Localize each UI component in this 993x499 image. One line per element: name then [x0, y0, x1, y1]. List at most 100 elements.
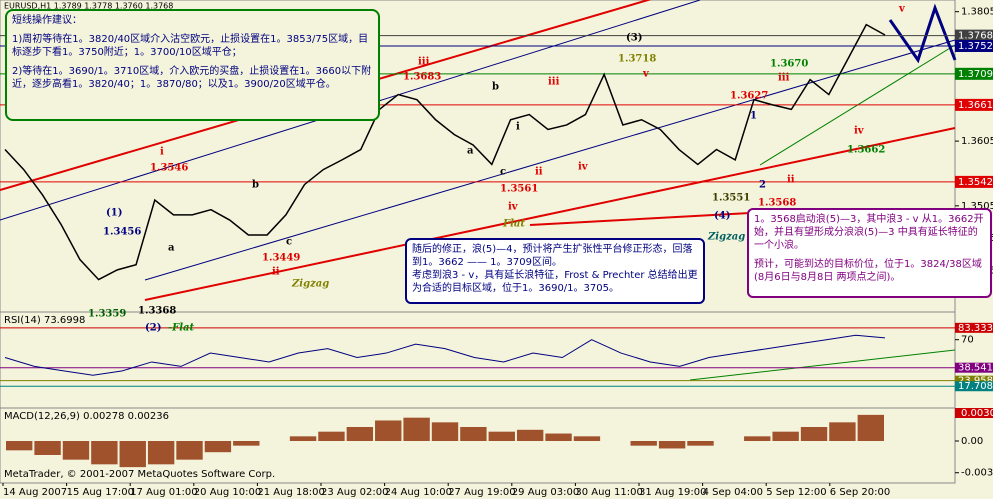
wave-label: 1 — [750, 111, 757, 122]
macd-bar — [772, 431, 799, 441]
target-box: 1。3568启动浪(5)—3，其中浪3 - v 从1。3662开始，并且有望形成… — [747, 208, 992, 298]
level-label: 1.3752 — [958, 41, 993, 52]
box-text: 2)等待在1。3690/1。3710区域，介入欧元的买盘，止损设置在1。3660… — [12, 66, 372, 90]
wave-label: 1.3718 — [618, 54, 656, 65]
macd-bar — [346, 427, 374, 441]
level-label: 23.9583 — [958, 376, 993, 387]
box-title: 短线操作建议： — [12, 15, 82, 26]
arrow — [529, 212, 751, 226]
macd-bar — [62, 441, 90, 460]
wave-label: iii — [548, 77, 560, 88]
projection-arrow — [888, 3, 957, 64]
wave-label: 1.3561 — [500, 184, 538, 195]
macd-bar — [91, 441, 118, 465]
level-box — [955, 381, 993, 392]
macd-bar — [204, 441, 232, 453]
x-tick-label: 31 Aug 19:00 — [639, 487, 706, 498]
wave-label: c — [500, 167, 506, 178]
box-text: 1。3568启动浪(5)—3，其中浪3 - v 从1。3662开始，并且有望形成… — [754, 214, 984, 251]
wave-label: iii — [418, 57, 430, 68]
wave-label: 1.3359 — [88, 309, 126, 320]
y-tick-label: -0.0034 — [961, 468, 993, 479]
x-tick-label: 5 Sep 12:00 — [766, 487, 826, 498]
wave-label: 1.3670 — [770, 59, 808, 70]
x-tick-label: 23 Aug 02:00 — [321, 487, 388, 498]
level-box — [955, 375, 993, 386]
box-text: 预计，可能到达的目标价位，位于1。3824/38区域(8月6日与8月8日 两项点… — [754, 259, 982, 283]
level-box — [955, 67, 993, 80]
level-box — [955, 362, 993, 373]
level-box — [955, 408, 993, 418]
wave-label: ii — [787, 175, 795, 186]
x-tick-label: 24 Aug 10:00 — [385, 487, 452, 498]
wave-label: (2) — [145, 323, 161, 334]
wave-label: a — [168, 243, 175, 254]
level-label: 1.3709 — [958, 69, 993, 80]
level-box — [955, 40, 993, 52]
y-tick-label: 70 — [961, 335, 974, 346]
wave-label: v — [642, 69, 650, 80]
y-tick-label: 1.3805 — [961, 7, 993, 18]
y-tick-label: 1.3505 — [961, 201, 993, 212]
level-label: 0.0030 — [961, 408, 993, 419]
price-line — [4, 23, 886, 281]
macd-bar — [34, 441, 61, 455]
wave-label: iv — [578, 162, 589, 173]
box-text: 1)周初等待在1。3820/40区域介入沽空欧元，止损设置在1。3853/75区… — [12, 34, 369, 58]
wave-label: ii — [535, 167, 543, 178]
macd-bar — [488, 431, 515, 441]
box-text: 随后的修正，浪(5)—4，预计将产生扩张性平台修正形态，回落到1。3662 ——… — [412, 244, 693, 268]
macd-header: MACD(12,26,9) 0.00278 0.00236 — [4, 411, 169, 422]
wave-label: -Flat — [168, 323, 195, 334]
watermark: MetaTrader, © 2001-2007 MetaQuotes Softw… — [4, 469, 275, 480]
wave-label: 2 — [759, 180, 766, 191]
trend-line — [144, 39, 956, 281]
wave-label: iii — [778, 73, 790, 84]
macd-bar — [829, 422, 856, 441]
macd-bar — [857, 414, 884, 441]
wave-label: 1.3551 — [712, 193, 750, 204]
trend-line — [144, 127, 956, 301]
rsi-header: RSI(14) 73.6998 — [4, 315, 85, 326]
wave-label: Flat — [502, 219, 525, 230]
y-tick-label: 0.00 — [961, 436, 983, 447]
wave-label: Zigzag — [707, 232, 745, 243]
x-tick-label: 27 Aug 19:00 — [448, 487, 515, 498]
wave-label: iv — [854, 126, 865, 137]
symbol-header: EURUSD,H1 1.3789 1.3778 1.3760 1.3768 — [4, 2, 173, 11]
wave-label: b — [252, 180, 259, 191]
wave-label: a — [467, 146, 474, 157]
x-tick-label: 29 Aug 03:00 — [512, 487, 579, 498]
wave-label: 1.3627 — [730, 91, 768, 102]
macd-bar — [687, 441, 714, 446]
macd-bar — [658, 441, 686, 449]
wave-label: i — [516, 122, 520, 133]
wave-label: 1.3662 — [847, 145, 885, 156]
wave-label: 1.3683 — [403, 72, 441, 83]
level-label: 38.5417 — [958, 363, 993, 374]
wave-label: (1) — [106, 208, 122, 219]
advice-box: 短线操作建议： 1)周初等待在1。3820/40区域介入沽空欧元，止损设置在1。… — [5, 9, 380, 121]
macd-bar — [119, 441, 146, 468]
wave-label: i — [160, 147, 164, 158]
macd-bar — [431, 422, 459, 441]
x-tick-label: 4 Sep 04:00 — [703, 487, 763, 498]
wave-label: ii — [272, 267, 280, 278]
wave-label: 1.3568 — [758, 198, 796, 209]
wave-label: (4) — [714, 211, 730, 222]
wave-label: 1.3449 — [262, 253, 300, 264]
level-label: 1.3768 — [958, 31, 993, 42]
level-box — [955, 98, 993, 111]
level-box — [955, 322, 993, 333]
macd-bar — [630, 441, 657, 446]
macd-bar — [375, 420, 402, 441]
x-tick-label: 15 Aug 17:00 — [67, 487, 134, 498]
x-tick-label: 6 Sep 20:00 — [830, 487, 890, 498]
trend-line — [0, 0, 652, 191]
x-tick-label: 21 Aug 18:00 — [257, 487, 324, 498]
level-box — [955, 29, 993, 42]
